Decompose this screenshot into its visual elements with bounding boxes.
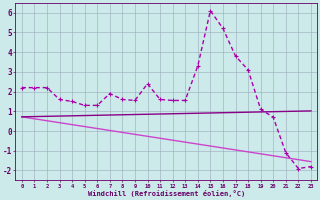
X-axis label: Windchill (Refroidissement éolien,°C): Windchill (Refroidissement éolien,°C)	[88, 190, 245, 197]
